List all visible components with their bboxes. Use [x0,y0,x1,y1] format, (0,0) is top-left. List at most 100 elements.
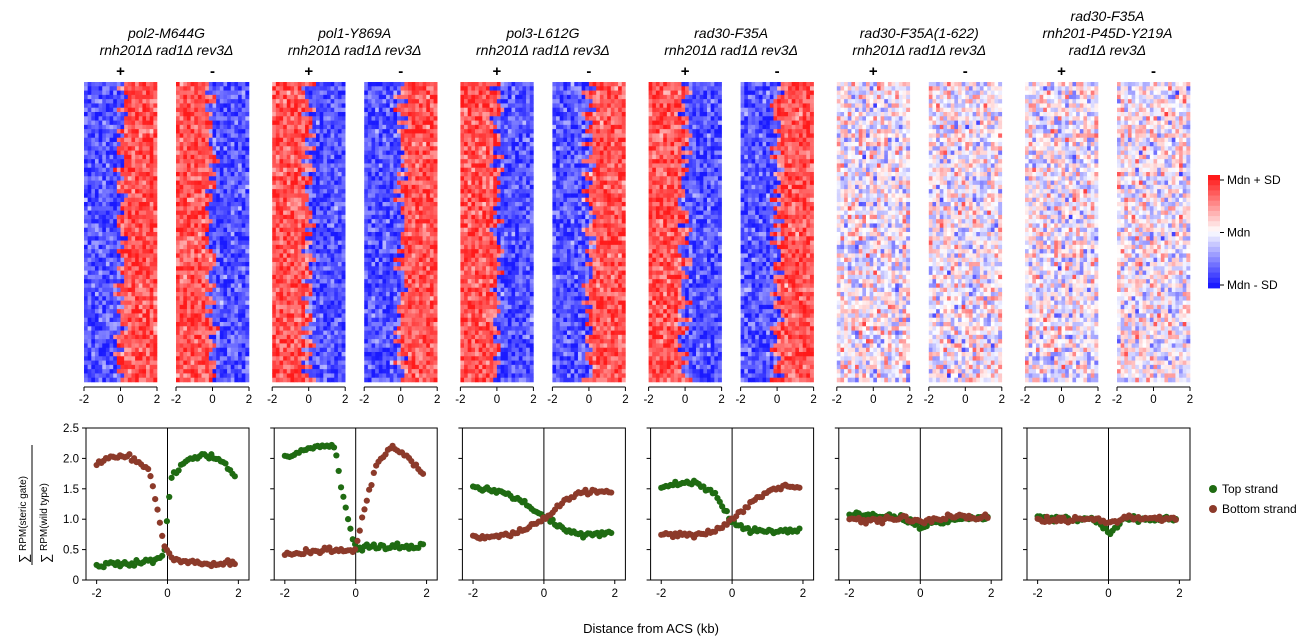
heatmap-cell [272,120,277,126]
heatmap-cell [272,279,277,284]
heatmap-cell [275,189,280,194]
heatmap-cell [312,202,317,207]
heatmap-cell [337,219,342,224]
heatmap-cell [227,154,232,160]
heatmap-cell [272,330,277,336]
heatmap-cell [323,112,328,117]
heatmap-cell [227,322,232,327]
heatmap-cell [98,176,103,181]
heatmap-cell [279,244,284,250]
heatmap-cell [205,270,210,276]
heatmap-cell [319,82,324,87]
heatmap-cell [127,94,132,100]
heatmap-cell [230,330,235,336]
heatmap-cell [113,210,118,216]
heatmap-cell [341,107,346,113]
heatmap-cell [294,369,299,374]
heatmap-cell [297,150,302,156]
heatmap-cell [102,313,107,319]
heatmap-cell [124,163,129,169]
heatmap-cell [87,352,92,357]
heatmap-cell [219,167,224,173]
heatmap-cell [223,296,228,301]
heatmap-cell [245,326,250,331]
heatmap-cell [305,347,309,353]
heatmap-cell [408,193,412,199]
heatmap-cell [223,184,228,190]
heatmap-cell [84,369,88,374]
heatmap-cell [208,133,213,139]
heatmap-cell [149,133,154,139]
heatmap-cell [341,142,346,147]
heatmap-cell [422,82,427,87]
heatmap-cell [179,274,184,280]
heatmap-cell [146,133,150,139]
heatmap-cell [212,193,217,199]
heatmap-cell [142,86,147,91]
heatmap-cell [411,107,416,113]
heatmap-cell [176,253,180,259]
heatmap-cell [98,356,103,361]
heatmap-cell [319,103,324,109]
heatmap-cell [382,86,387,91]
heatmap-cell [312,356,317,361]
heatmap-cell [223,330,228,336]
heatmap-cell [194,232,199,237]
heatmap-cell [234,330,239,336]
heatmap-cell [330,296,335,301]
heatmap-cell [408,137,412,143]
heatmap-cell [234,244,239,250]
heatmap-cell [283,249,288,254]
top-strand-point [222,460,229,467]
heatmap-cell [238,326,242,331]
heatmap-cell [216,107,221,113]
heatmap-cell [404,176,409,181]
heatmap-cell [190,227,195,233]
heatmap-cell [216,189,221,194]
heatmap-cell [120,240,125,246]
heatmap-cell [290,292,295,297]
heatmap-cell [404,167,409,173]
heatmap-cell [142,219,147,224]
heatmap-cell [330,210,335,216]
heatmap-cell [194,103,199,109]
heatmap-cell [301,279,306,284]
heatmap-cell [208,210,213,216]
heatmap-cell [393,103,398,109]
heatmap-cell [275,133,280,139]
heatmap-cell [186,120,191,126]
heatmap-cell [227,373,232,379]
heatmap-cell [272,369,277,374]
heatmap-cell [301,172,306,177]
heatmap-cell [127,262,132,267]
heatmap-cell [389,150,394,156]
heatmap-cell [323,249,328,254]
heatmap-cell [337,120,342,126]
heatmap-cell [305,283,309,289]
heatmap-cell [146,240,150,246]
heatmap-cell [397,124,401,130]
heatmap-cell [183,193,188,199]
heatmap-cell [418,107,423,113]
heatmap-cell [290,240,295,246]
heatmap-cell [415,172,420,177]
heatmap-cell [305,232,309,237]
heatmap-cell [316,279,320,284]
heatmap-cell [245,313,250,319]
heatmap-cell [201,283,206,289]
heatmap-cell [113,249,118,254]
heatmap-cell [418,180,423,186]
heatmap-cell [371,107,376,113]
heatmap-cell [400,120,405,126]
heatmap-cell [411,193,416,199]
heatmap-cell [308,257,313,263]
heatmap-cell [330,90,335,96]
heatmap-cell [98,232,103,237]
heatmap-cell [400,146,405,151]
heatmap-cell [197,129,202,134]
heatmap-cell [176,287,180,293]
heatmap-cell [212,184,217,190]
heatmap-cell [116,270,121,276]
heatmap-cell [84,262,88,267]
heatmap-cell [131,99,136,104]
